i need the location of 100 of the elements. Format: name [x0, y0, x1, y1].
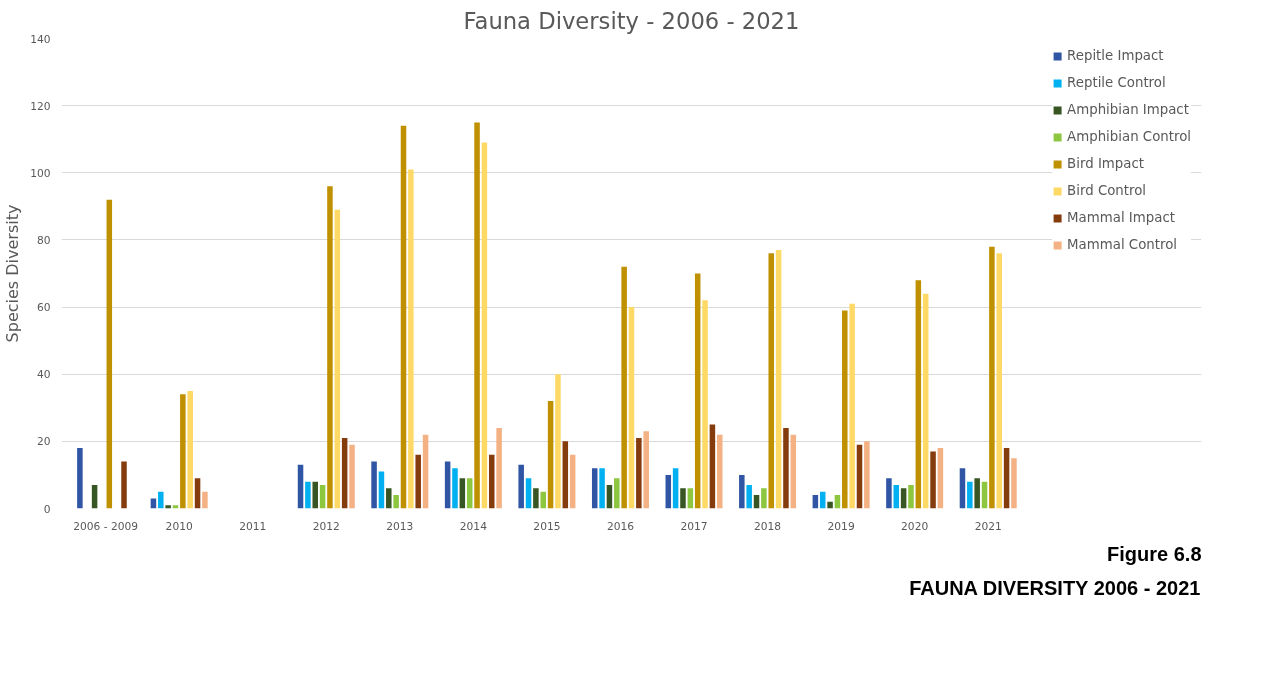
x-tick-label: 2015	[533, 519, 561, 533]
bar	[408, 169, 414, 509]
bar	[849, 303, 855, 509]
bar	[202, 491, 208, 509]
chart-title: Fauna Diversity - 2006 - 2021	[463, 7, 800, 34]
bar	[628, 307, 635, 509]
bar	[327, 186, 333, 509]
x-tick-label: 2013	[386, 519, 414, 533]
bar	[334, 209, 341, 509]
legend-label: Mammal Impact	[1067, 210, 1175, 225]
bar	[614, 478, 620, 509]
y-tick-label: 0	[43, 502, 51, 516]
bar	[341, 438, 348, 509]
bar	[775, 250, 782, 509]
bar	[312, 481, 318, 509]
bar	[452, 468, 458, 509]
bar	[533, 488, 539, 509]
bar	[959, 468, 966, 509]
bar	[746, 485, 752, 509]
bar	[702, 300, 708, 509]
x-tick-label: 2016	[606, 519, 635, 533]
bar	[694, 273, 701, 509]
bar	[900, 488, 907, 509]
x-tick-label: 2012	[312, 519, 340, 533]
bar	[908, 485, 914, 509]
text: FAUNA DIVERSITY 2006 - 2021	[909, 576, 1201, 599]
bar	[886, 478, 892, 509]
y-tick-label: 20	[36, 435, 51, 449]
bar	[400, 125, 407, 509]
bar	[930, 451, 936, 509]
bar	[194, 478, 201, 509]
bar	[643, 431, 649, 509]
bar	[1011, 458, 1017, 509]
bar	[474, 122, 480, 509]
bar	[481, 142, 488, 509]
y-tick-label: 60	[36, 301, 51, 315]
bar	[915, 280, 922, 509]
bar	[680, 488, 686, 509]
bar	[518, 464, 524, 509]
legend-label: Amphibian Control	[1067, 129, 1191, 144]
y-tick-label: 80	[36, 233, 51, 247]
bar	[393, 495, 399, 509]
bar	[187, 391, 193, 509]
bar	[768, 253, 774, 509]
x-tick-label: 2018	[754, 519, 782, 533]
bar	[121, 461, 127, 509]
bar	[672, 468, 679, 509]
y-axis-title: Species Diversity	[3, 204, 23, 343]
bar	[974, 478, 980, 509]
bar	[717, 434, 723, 509]
bar	[305, 481, 311, 509]
y-tick-label: 120	[30, 99, 51, 113]
bar	[459, 478, 466, 509]
bar	[864, 441, 870, 509]
bar	[415, 454, 421, 509]
bar	[636, 438, 642, 509]
bar	[937, 448, 944, 509]
bar	[842, 310, 848, 509]
bar	[106, 199, 113, 509]
bar	[996, 253, 1002, 509]
bar	[371, 461, 377, 509]
bar	[687, 488, 694, 509]
bar	[569, 454, 576, 509]
bar	[591, 468, 598, 509]
bar	[386, 488, 392, 509]
bar	[599, 468, 605, 509]
bar	[422, 434, 429, 509]
x-tick-label: 2019	[827, 519, 855, 533]
bar	[525, 478, 532, 509]
bar	[489, 454, 495, 509]
bar	[540, 491, 546, 509]
bar	[989, 246, 995, 509]
x-tick-label: 2017	[680, 519, 708, 533]
bar	[1003, 448, 1010, 509]
bar	[547, 401, 554, 509]
legend-label: Mammal Control	[1067, 237, 1178, 252]
legend-label: Amphibian Impact	[1067, 102, 1189, 117]
bar	[555, 374, 561, 509]
bar	[922, 293, 929, 509]
bar	[466, 478, 473, 509]
bar	[158, 491, 164, 509]
y-tick-label: 100	[30, 166, 51, 180]
x-tick-label: 2006 - 2009	[73, 519, 139, 533]
legend-label: Bird Impact	[1067, 156, 1144, 171]
bar	[621, 266, 627, 509]
bar	[496, 427, 502, 509]
x-tick-label: 2020	[901, 519, 929, 533]
legend-label: Repitle Impact	[1067, 48, 1164, 63]
x-tick-label: 2014	[459, 519, 488, 533]
y-tick-label: 40	[36, 368, 51, 382]
bar	[349, 444, 355, 509]
bar	[709, 424, 716, 509]
legend-label: Reptile Control	[1067, 75, 1166, 90]
bar	[739, 474, 745, 509]
x-tick-label: 2010	[165, 519, 193, 533]
caption: Figure 6.8	[1107, 542, 1202, 565]
x-tick-label: 2011	[239, 519, 267, 533]
bar	[165, 505, 171, 509]
legend-label: Bird Control	[1067, 183, 1147, 198]
y-tick-label: 140	[30, 32, 51, 46]
